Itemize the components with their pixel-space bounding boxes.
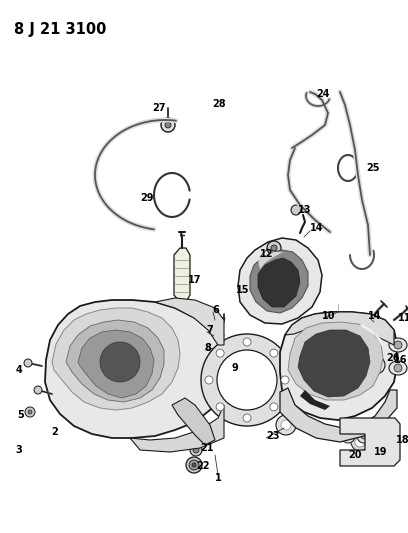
- Text: 23: 23: [266, 431, 279, 441]
- Circle shape: [341, 429, 355, 443]
- Circle shape: [270, 349, 278, 357]
- Circle shape: [345, 433, 351, 439]
- Text: 8 J 21 3100: 8 J 21 3100: [14, 22, 106, 37]
- Polygon shape: [258, 258, 300, 307]
- Polygon shape: [280, 312, 397, 420]
- Polygon shape: [258, 252, 283, 269]
- Circle shape: [24, 359, 32, 367]
- Polygon shape: [360, 324, 383, 348]
- Circle shape: [216, 349, 224, 357]
- Text: 15: 15: [236, 285, 250, 295]
- Text: 7: 7: [206, 325, 213, 335]
- Polygon shape: [285, 312, 394, 345]
- Text: 28: 28: [212, 99, 226, 109]
- Text: 8: 8: [204, 343, 211, 353]
- Polygon shape: [250, 250, 308, 313]
- Polygon shape: [174, 248, 190, 302]
- Circle shape: [291, 205, 301, 215]
- Polygon shape: [155, 298, 224, 345]
- Circle shape: [371, 360, 381, 370]
- Text: 19: 19: [374, 447, 388, 457]
- Circle shape: [190, 444, 202, 456]
- Text: 9: 9: [232, 363, 239, 373]
- Circle shape: [193, 447, 199, 453]
- Circle shape: [189, 460, 199, 470]
- Circle shape: [367, 356, 385, 374]
- Circle shape: [351, 433, 369, 451]
- Text: 3: 3: [15, 445, 22, 455]
- Text: 18: 18: [396, 435, 408, 445]
- Text: 2: 2: [51, 427, 58, 437]
- Polygon shape: [288, 322, 383, 400]
- Polygon shape: [172, 398, 215, 445]
- Text: 14: 14: [310, 223, 324, 233]
- Ellipse shape: [389, 361, 407, 375]
- Circle shape: [394, 341, 402, 349]
- Text: 20: 20: [348, 450, 361, 460]
- Circle shape: [34, 386, 42, 394]
- Circle shape: [361, 433, 367, 439]
- Text: 22: 22: [196, 461, 209, 471]
- Polygon shape: [52, 308, 180, 410]
- Text: 17: 17: [188, 275, 202, 285]
- Circle shape: [281, 376, 289, 384]
- Circle shape: [355, 437, 365, 447]
- Circle shape: [216, 403, 224, 411]
- Text: 12: 12: [260, 249, 273, 259]
- Circle shape: [25, 407, 35, 417]
- Polygon shape: [78, 330, 154, 398]
- Circle shape: [186, 457, 202, 473]
- Text: 26: 26: [386, 353, 399, 363]
- Text: 13: 13: [298, 205, 311, 215]
- Text: 5: 5: [17, 410, 24, 420]
- Text: 24: 24: [316, 89, 330, 99]
- Polygon shape: [238, 238, 322, 324]
- Circle shape: [165, 122, 171, 128]
- Text: 25: 25: [366, 163, 379, 173]
- Polygon shape: [66, 320, 164, 402]
- Text: 21: 21: [200, 443, 213, 453]
- Circle shape: [276, 415, 296, 435]
- Circle shape: [357, 429, 371, 443]
- Text: 4: 4: [15, 365, 22, 375]
- Circle shape: [271, 245, 277, 251]
- Text: 14: 14: [368, 311, 381, 321]
- Text: 6: 6: [212, 305, 219, 315]
- Circle shape: [267, 241, 281, 255]
- Polygon shape: [300, 390, 330, 410]
- Text: 10: 10: [322, 311, 335, 321]
- Circle shape: [394, 364, 402, 372]
- Circle shape: [205, 376, 213, 384]
- Polygon shape: [298, 330, 370, 397]
- Polygon shape: [130, 405, 224, 452]
- Circle shape: [373, 433, 391, 451]
- Circle shape: [28, 410, 32, 414]
- Polygon shape: [280, 388, 397, 442]
- Ellipse shape: [389, 338, 407, 352]
- Circle shape: [281, 420, 291, 430]
- Polygon shape: [340, 418, 400, 466]
- Circle shape: [270, 403, 278, 411]
- Circle shape: [243, 414, 251, 422]
- Circle shape: [243, 338, 251, 346]
- Circle shape: [377, 437, 387, 447]
- Text: 1: 1: [215, 473, 222, 483]
- Text: 29: 29: [140, 193, 153, 203]
- Text: 11: 11: [398, 313, 408, 323]
- Circle shape: [161, 118, 175, 132]
- Circle shape: [192, 463, 196, 467]
- Circle shape: [217, 350, 277, 410]
- Text: 16: 16: [394, 355, 408, 365]
- Circle shape: [100, 342, 140, 382]
- Text: 27: 27: [152, 103, 166, 113]
- Polygon shape: [45, 300, 224, 438]
- Circle shape: [201, 334, 293, 426]
